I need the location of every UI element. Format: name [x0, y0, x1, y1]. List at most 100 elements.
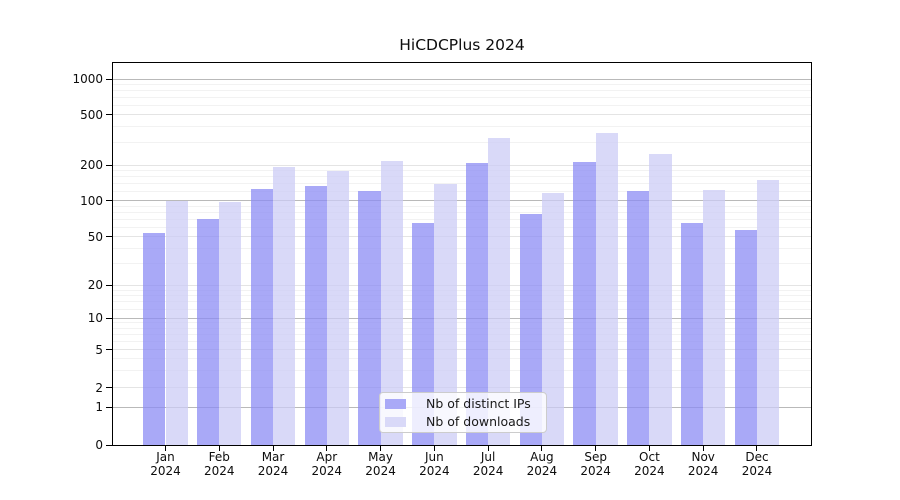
x-tick-mark: [272, 446, 274, 451]
x-tick-label-feb: Feb 2024: [203, 450, 235, 478]
y-gridline-minor: [112, 333, 811, 335]
x-tick-label-jun: Jun 2024: [419, 450, 450, 478]
y-gridline-minor: [112, 205, 811, 207]
bar-downloads-jun: [434, 184, 457, 445]
x-tick-mark: [380, 446, 382, 451]
y-tick-label: 20: [87, 278, 103, 292]
x-tick-label-oct: Oct 2024: [634, 450, 665, 478]
y-gridline-major: [112, 78, 811, 80]
chart-title: HiCDCPlus 2024: [399, 36, 525, 54]
bar-downloads-sep: [595, 133, 618, 445]
legend-swatch-distinct-ips: [385, 398, 406, 409]
x-tick-label-apr: Apr 2024: [311, 450, 343, 478]
bar-distinct-ips-jun: [412, 223, 435, 445]
y-gridline-minor: [112, 182, 811, 184]
y-gridline-minor: [112, 308, 811, 310]
bar-downloads-dec: [756, 179, 780, 445]
y-gridline-minor: [112, 370, 811, 372]
x-tick-label-dec: Dec 2024: [741, 450, 773, 478]
x-tick-mark: [487, 446, 489, 451]
y-tick-label: 1: [95, 400, 103, 415]
y-tick-label: 10: [87, 311, 103, 325]
y-tick-label: 200: [80, 158, 103, 172]
y-gridline: [112, 236, 811, 238]
legend-label-distinct-ips: Nb of distinct IPs: [426, 396, 531, 411]
bar-downloads-jan: [165, 200, 188, 445]
x-tick-label-jul: Jul 2024: [472, 450, 504, 478]
bar-distinct-ips-jul: [465, 163, 489, 445]
y-tick-mark: [106, 284, 112, 286]
bar-downloads-mar: [273, 167, 296, 445]
bar-distinct-ips-dec: [734, 229, 757, 445]
y-gridline-minor: [112, 340, 811, 342]
y-tick-label: 1000: [72, 72, 103, 87]
y-gridline: [112, 284, 811, 286]
legend-label-downloads: Nb of downloads: [426, 414, 531, 429]
bar-distinct-ips-nov: [681, 223, 704, 445]
y-gridline: [112, 164, 811, 166]
bar-distinct-ips-mar: [250, 188, 274, 445]
y-gridline-minor: [112, 104, 811, 106]
legend-item-distinct-ips: Nb of distinct IPs: [380, 396, 546, 411]
y-gridline-minor: [112, 327, 811, 329]
bar-downloads-apr: [326, 171, 349, 445]
y-gridline-minor: [112, 142, 811, 144]
bar-downloads-nov: [703, 190, 726, 445]
y-tick-mark: [106, 236, 112, 238]
x-tick-mark: [433, 446, 435, 451]
x-tick-mark: [756, 446, 758, 451]
bar-distinct-ips-may: [358, 190, 381, 445]
y-gridline: [112, 387, 811, 388]
y-tick-mark: [106, 78, 112, 80]
y-gridline-minor: [112, 226, 811, 228]
y-tick-label: 5: [95, 342, 103, 357]
y-gridline-minor: [112, 289, 811, 291]
y-tick-label: 50: [87, 229, 103, 244]
y-gridline-minor: [112, 175, 811, 177]
bar-distinct-ips-jan: [143, 232, 166, 445]
y-tick-mark: [106, 444, 112, 446]
y-gridline: [112, 114, 811, 116]
y-gridline-minor: [112, 169, 811, 171]
y-gridline-minor: [112, 247, 811, 249]
y-gridline-minor: [112, 211, 811, 213]
y-tick-mark: [106, 317, 112, 319]
y-gridline-minor: [112, 84, 811, 86]
bar-distinct-ips-oct: [627, 190, 650, 445]
bar-downloads-jul: [488, 138, 511, 445]
legend: Nb of distinct IPs Nb of downloads: [379, 392, 547, 433]
bar-distinct-ips-aug: [519, 214, 542, 445]
y-tick-label: 0: [95, 438, 103, 452]
x-tick-mark: [648, 446, 650, 451]
y-tick-mark: [106, 387, 112, 388]
bar-downloads-aug: [541, 192, 565, 445]
x-tick-label-jan: Jan 2024: [150, 450, 181, 478]
legend-item-downloads: Nb of downloads: [380, 414, 546, 429]
x-tick-mark: [326, 446, 328, 451]
y-tick-mark: [106, 406, 112, 408]
y-tick-label: 100: [80, 193, 103, 208]
y-gridline-major: [112, 200, 811, 202]
x-tick-mark: [165, 446, 166, 451]
bar-downloads-oct: [649, 153, 672, 445]
x-tick-label-may: May 2024: [365, 450, 396, 478]
x-tick-label-aug: Aug 2024: [526, 450, 558, 478]
y-gridline-minor: [112, 190, 811, 192]
bar-distinct-ips-apr: [304, 185, 327, 445]
bar-distinct-ips-feb: [197, 219, 220, 445]
y-gridline-minor: [112, 90, 811, 92]
y-gridline-minor: [112, 263, 811, 265]
bar-downloads-may: [380, 161, 403, 445]
y-gridline-minor: [112, 97, 811, 99]
x-tick-mark: [595, 446, 597, 451]
y-gridline-minor: [112, 218, 811, 220]
y-gridline: [112, 349, 811, 350]
x-tick-label-sep: Sep 2024: [580, 450, 611, 478]
y-gridline-major: [112, 317, 811, 319]
y-tick-label: 2: [95, 380, 103, 395]
y-tick-mark: [106, 114, 112, 116]
legend-swatch-downloads: [385, 416, 406, 427]
y-gridline-minor: [112, 295, 811, 297]
y-tick-mark: [106, 164, 112, 166]
bar-distinct-ips-sep: [573, 162, 596, 445]
